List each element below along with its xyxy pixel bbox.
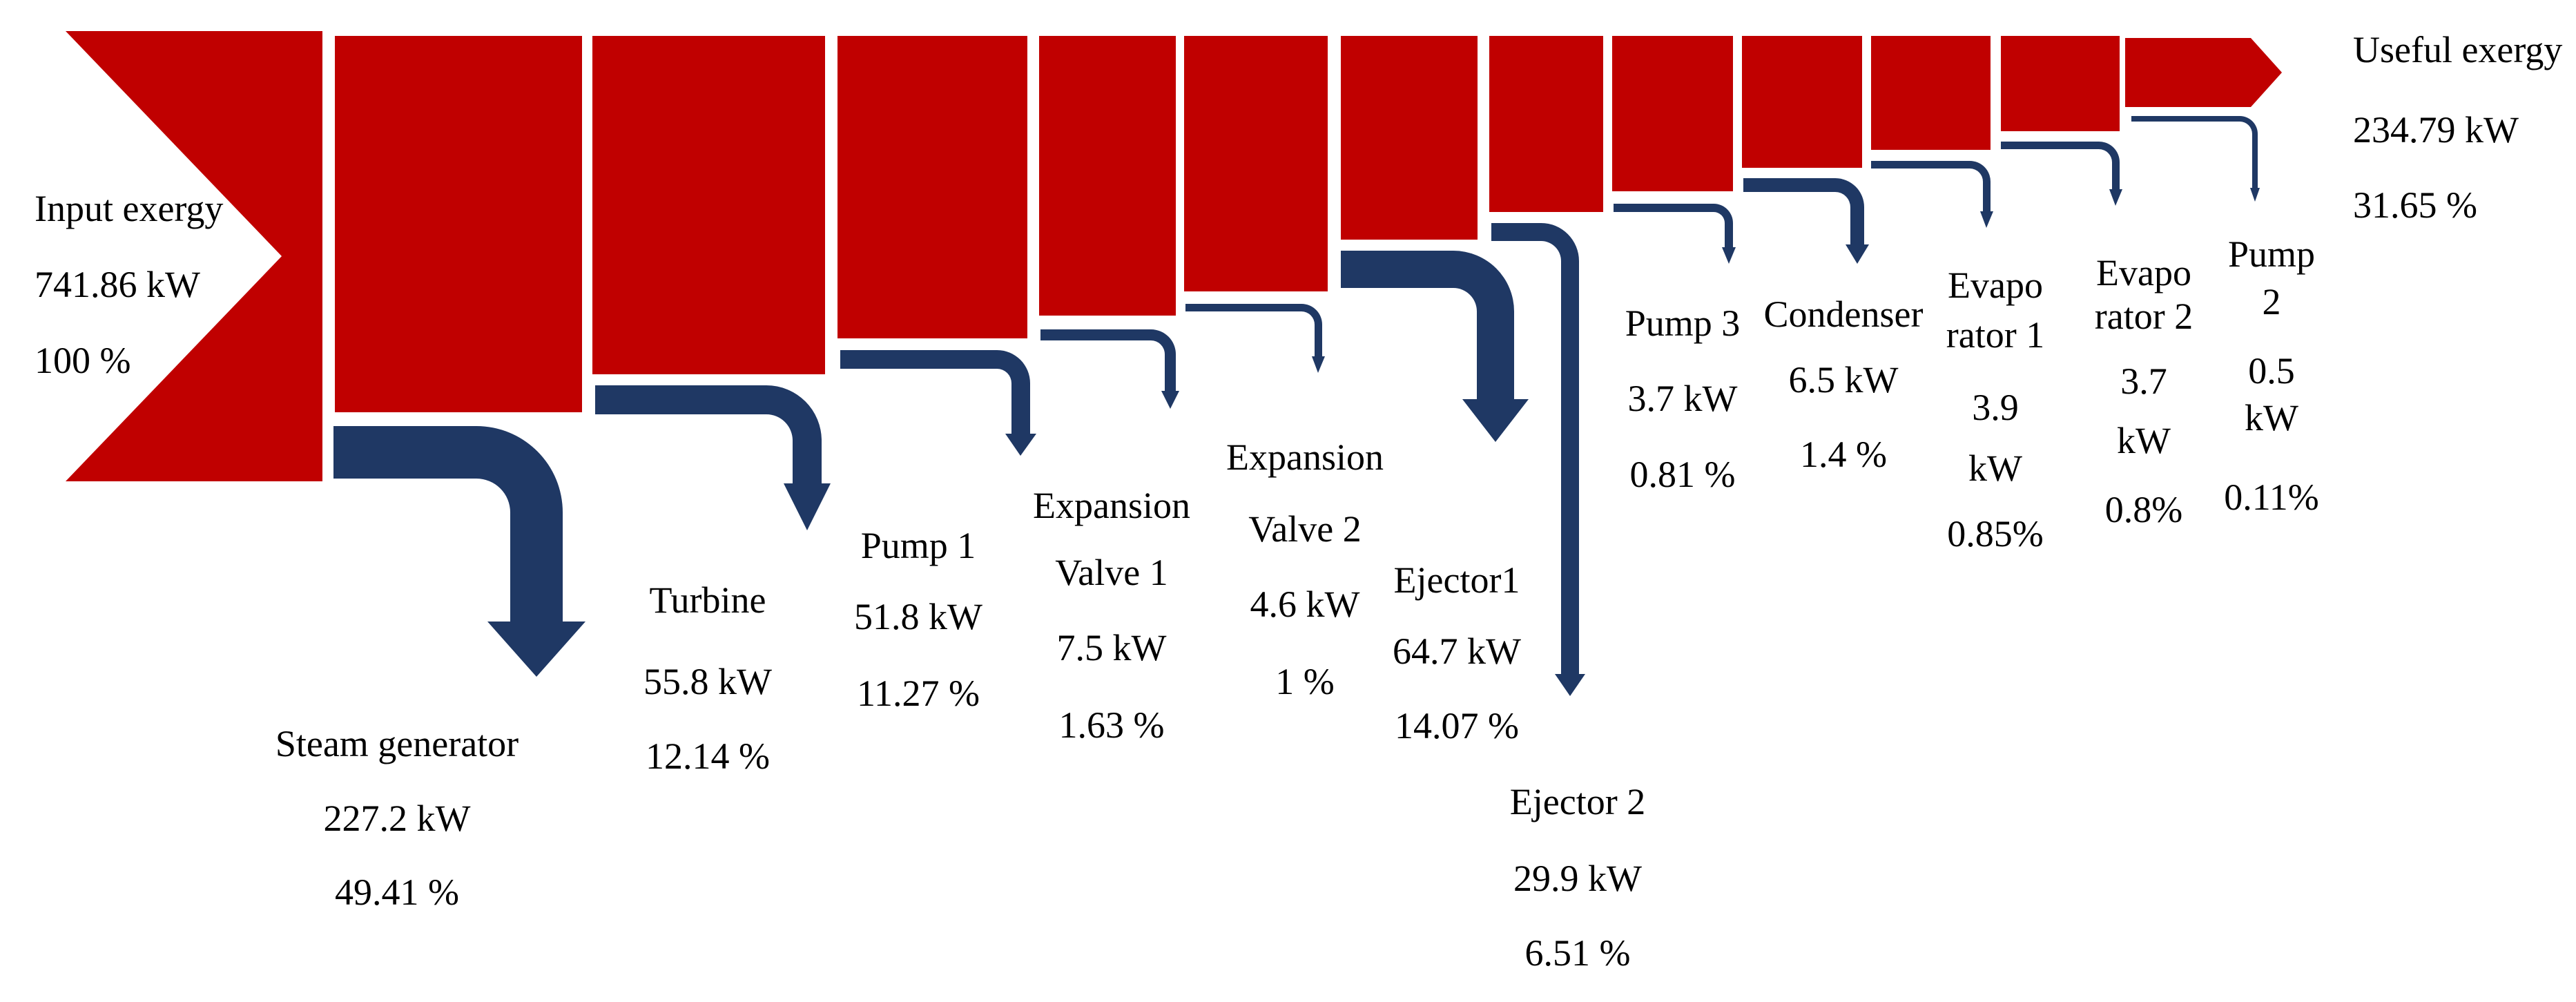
useful-exergy-arrow <box>2125 38 2282 107</box>
label-ejector-2-name: Ejector 2 <box>1510 781 1645 822</box>
label-expansion-valve-1-percent: 1.63 % <box>1059 704 1165 746</box>
label-ejector-2: Ejector 2 29.9 kW 6.51 % <box>1510 781 1645 974</box>
label-pump-1: Pump 1 51.8 kW 11.27 % <box>854 525 982 714</box>
label-expansion-valve-2-line2: Valve 2 <box>1248 508 1361 550</box>
label-pump-3-name: Pump 3 <box>1625 302 1741 344</box>
label-turbine: Turbine 55.8 kW 12.14 % <box>643 579 772 777</box>
flow-segment-pump-3 <box>1612 36 1733 191</box>
loss-arrow-pump-1 <box>840 350 1036 456</box>
loss-arrow-expansion-valve-2 <box>1185 304 1325 373</box>
label-steam-generator-value: 227.2 kW <box>324 798 471 839</box>
label-turbine-value: 55.8 kW <box>643 661 772 702</box>
label-useful-exergy: Useful exergy 234.79 kW 31.65 % <box>2353 29 2562 226</box>
flow-segment-expansion-valve-2 <box>1184 36 1328 291</box>
loss-arrow-turbine <box>595 385 831 530</box>
label-steam-generator-percent: 49.41 % <box>335 871 459 913</box>
label-turbine-percent: 12.14 % <box>646 735 770 777</box>
loss-arrow-evaporator-1 <box>1871 161 1993 228</box>
label-evaporator-1-line2: rator 1 <box>1946 314 2044 356</box>
label-pump-2-value: 0.5 <box>2248 350 2295 392</box>
label-expansion-valve-2-value: 4.6 kW <box>1250 584 1360 625</box>
loss-arrow-steam-generator <box>333 426 585 677</box>
label-useful-exergy-value: 234.79 kW <box>2353 109 2519 151</box>
label-pump-2-line1: Pump <box>2228 233 2315 275</box>
flow-segment-pump-1 <box>837 36 1027 338</box>
flow-segment-ejector-2 <box>1489 36 1603 212</box>
flow-segment-evaporator-2 <box>2001 36 2120 131</box>
label-ejector-2-value: 29.9 kW <box>1513 858 1642 899</box>
label-pump-3-percent: 0.81 % <box>1630 454 1736 495</box>
label-evaporator-1-percent: 0.85% <box>1947 513 2043 555</box>
label-evaporator-1: Evapo rator 1 3.9 kW 0.85% <box>1946 264 2044 555</box>
label-evaporator-1-line1: Evapo <box>1948 264 2043 306</box>
label-pump-3: Pump 3 3.7 kW 0.81 % <box>1625 302 1741 495</box>
label-input-exergy-percent: 100 % <box>35 340 130 381</box>
loss-arrow-pump-2 <box>2131 116 2260 202</box>
label-ejector-1-value: 64.7 kW <box>1393 630 1521 672</box>
label-expansion-valve-2-line1: Expansion <box>1226 436 1384 478</box>
flow-segment-expansion-valve-1 <box>1039 36 1176 316</box>
label-steam-generator: Steam generator 227.2 kW 49.41 % <box>275 723 519 913</box>
label-input-exergy-value: 741.86 kW <box>35 264 200 305</box>
label-evaporator-2-percent: 0.8% <box>2105 489 2182 530</box>
label-pump-2-unit: kW <box>2245 397 2298 439</box>
label-evaporator-1-unit: kW <box>1968 447 2022 489</box>
label-useful-exergy-name: Useful exergy <box>2353 29 2562 70</box>
loss-arrow-ejector-2 <box>1491 223 1585 696</box>
label-pump-2: Pump 2 0.5 kW 0.11% <box>2224 233 2318 518</box>
flow-segment-condenser <box>1742 36 1862 168</box>
label-evaporator-2: Evapo rator 2 3.7 kW 0.8% <box>2095 252 2193 530</box>
label-pump-1-percent: 11.27 % <box>857 673 980 714</box>
label-pump-2-percent: 0.11% <box>2224 476 2318 518</box>
label-ejector-2-percent: 6.51 % <box>1525 932 1631 974</box>
label-evaporator-2-line1: Evapo <box>2096 252 2191 293</box>
label-ejector-1-name: Ejector1 <box>1394 559 1520 601</box>
loss-arrow-evaporator-2 <box>2001 142 2122 206</box>
label-expansion-valve-1-line1: Expansion <box>1033 485 1190 526</box>
label-condenser: Condenser 6.5 kW 1.4 % <box>1764 293 1924 475</box>
label-expansion-valve-2-percent: 1 % <box>1275 661 1334 702</box>
label-input-exergy: Input exergy 741.86 kW 100 % <box>35 188 223 381</box>
label-expansion-valve-1-line2: Valve 1 <box>1055 552 1168 593</box>
label-condenser-name: Condenser <box>1764 293 1924 335</box>
label-evaporator-2-line2: rator 2 <box>2095 296 2193 337</box>
input-exergy-arrow <box>66 31 322 481</box>
loss-arrow-expansion-valve-1 <box>1040 329 1179 409</box>
loss-arrow-pump-3 <box>1614 204 1736 264</box>
label-pump-2-line2: 2 <box>2263 281 2281 322</box>
label-turbine-name: Turbine <box>649 579 766 621</box>
loss-arrow-condenser <box>1743 178 1869 264</box>
label-useful-exergy-percent: 31.65 % <box>2353 184 2477 226</box>
flow-segment-ejector-1 <box>1341 36 1478 240</box>
label-evaporator-1-value: 3.9 <box>1972 387 2019 428</box>
label-pump-3-value: 3.7 kW <box>1628 378 1738 419</box>
label-steam-generator-name: Steam generator <box>275 723 519 764</box>
flow-segment-turbine <box>592 36 825 374</box>
label-condenser-percent: 1.4 % <box>1800 434 1887 475</box>
label-pump-1-value: 51.8 kW <box>854 596 982 637</box>
loss-arrow-ejector-1 <box>1341 251 1529 442</box>
label-ejector-1-percent: 14.07 % <box>1395 705 1519 746</box>
label-expansion-valve-1-value: 7.5 kW <box>1057 627 1167 668</box>
label-evaporator-2-unit: kW <box>2117 420 2171 461</box>
label-expansion-valve-2: Expansion Valve 2 4.6 kW 1 % <box>1226 436 1384 702</box>
flow-segment-steam-generator <box>335 36 582 412</box>
label-pump-1-name: Pump 1 <box>861 525 976 566</box>
label-expansion-valve-1: Expansion Valve 1 7.5 kW 1.63 % <box>1033 485 1190 746</box>
label-evaporator-2-value: 3.7 <box>2120 360 2167 402</box>
label-condenser-value: 6.5 kW <box>1789 359 1899 401</box>
label-input-exergy-name: Input exergy <box>35 188 223 229</box>
label-ejector-1: Ejector1 64.7 kW 14.07 % <box>1393 559 1521 746</box>
flow-segment-evaporator-1 <box>1871 36 1991 150</box>
